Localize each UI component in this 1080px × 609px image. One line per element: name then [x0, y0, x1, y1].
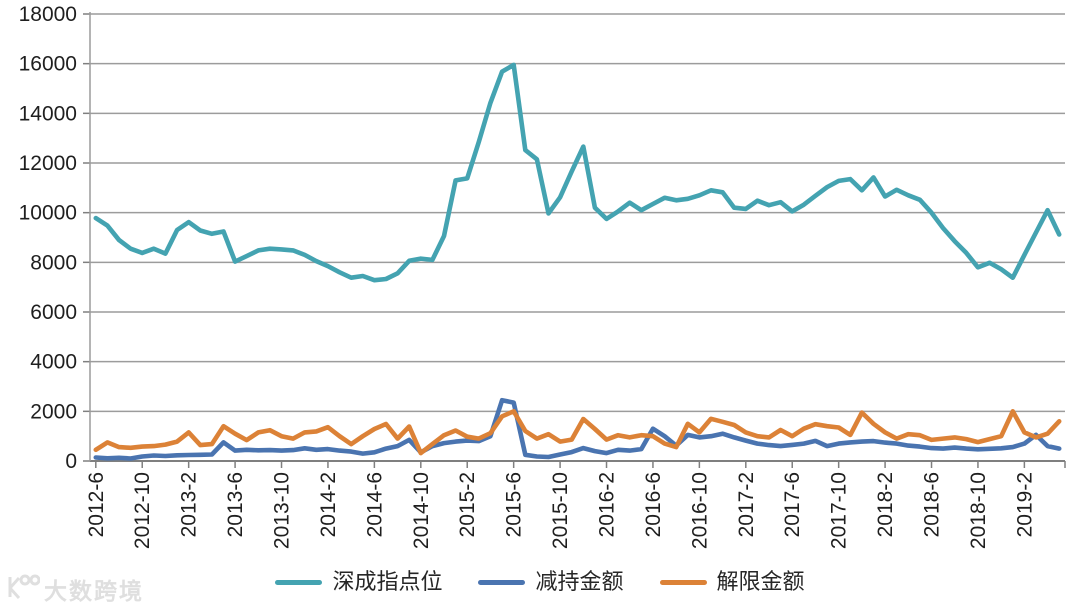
x-tick-label: 2013-2: [178, 472, 201, 537]
y-tick-label: 14000: [19, 102, 77, 125]
legend-swatch-reduction-amount: [478, 579, 526, 585]
legend-label-unlock-amount: 解限金额: [716, 569, 805, 594]
x-tick-label: 2012-10: [131, 472, 154, 549]
x-tick-label: 2014-2: [317, 472, 340, 537]
legend-label-reduction-amount: 减持金额: [535, 569, 624, 594]
x-tick-label: 2018-10: [967, 472, 990, 549]
chart-legend: 深成指点位 减持金额 解限金额: [0, 562, 1080, 602]
x-tick-label: 2014-10: [410, 472, 433, 549]
y-tick-label: 6000: [30, 301, 77, 324]
legend-item-reduction-amount: 减持金额: [478, 569, 624, 594]
x-tick-label: 2016-2: [596, 472, 619, 537]
y-tick-label: 2000: [30, 400, 77, 423]
legend-item-index-line: 深成指点位: [275, 571, 442, 593]
y-tick-label: 16000: [19, 53, 77, 76]
legend-item-unlock-amount: 解限金额: [659, 569, 805, 594]
watermark: 大数跨境: [6, 572, 144, 606]
series-line-0: [93, 62, 1062, 283]
x-tick-label: 2016-6: [642, 472, 665, 537]
x-tick-label: 2013-6: [224, 472, 247, 537]
y-axis-labels: 0 2000 4000 6000 8000 10000 12000 14000 16000 180…: [19, 3, 77, 473]
y-tick-label: 0: [65, 450, 77, 473]
x-tick-label: 2014-6: [363, 472, 386, 537]
y-tick-label: 18000: [19, 3, 77, 26]
x-tick-label: 2019-2: [1013, 472, 1036, 537]
x-tick-label: 2018-6: [921, 472, 944, 537]
x-tick-label: 2015-2: [456, 472, 479, 537]
x-tick-label: 2018-2: [874, 472, 897, 537]
series-line-2: [93, 408, 1062, 456]
x-tick-label: 2013-10: [271, 472, 294, 549]
x-tick-label: 2012-6: [85, 472, 108, 537]
x-axis-labels: 2012-6 2012-10 2013-2 2013-6 2013-10 2014-2 20…: [85, 472, 1037, 549]
legend-swatch-index-line: [275, 579, 323, 585]
y-tick-label: 12000: [19, 152, 77, 175]
watermark-text: 大数跨境: [44, 578, 144, 604]
y-tick-label: 8000: [30, 251, 77, 274]
legend-swatch-unlock-amount: [659, 579, 707, 585]
x-tick-label: 2015-10: [549, 472, 572, 549]
y-tick-label: 10000: [19, 202, 77, 225]
x-tick-label: 2017-2: [735, 472, 758, 537]
x-tick-label: 2017-6: [781, 472, 804, 537]
series-line-1: [93, 397, 1062, 461]
axes: [83, 12, 1066, 468]
legend-label-index-line: 深成指点位: [332, 569, 443, 594]
x-tick-label: 2015-6: [503, 472, 526, 537]
y-tick-label: 4000: [30, 351, 77, 374]
x-tick-label: 2016-10: [688, 472, 711, 549]
gridlines: [90, 13, 1065, 413]
x-tick-label: 2017-10: [828, 472, 851, 549]
watermark-logo-icon: [6, 573, 41, 606]
